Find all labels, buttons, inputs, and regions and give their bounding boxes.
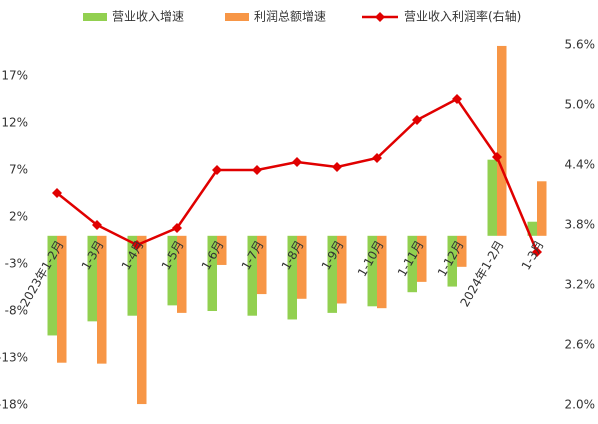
marker (52, 188, 62, 198)
bar (247, 235, 257, 316)
bar (297, 235, 307, 299)
y-tick-label: -8% (5, 304, 28, 318)
marker (412, 115, 422, 125)
bar (327, 235, 337, 313)
legend-swatch (225, 13, 249, 21)
bar (497, 45, 507, 236)
bar (137, 235, 147, 405)
bar (47, 235, 57, 336)
line (56, 97, 539, 253)
bar (257, 235, 267, 295)
bar (487, 159, 497, 236)
y2-tick-label: 4.4% (565, 158, 596, 172)
legend-label: 营业收入增速 (112, 10, 184, 24)
bar (367, 235, 377, 307)
bar (57, 235, 67, 363)
bar (417, 235, 427, 282)
marker (452, 94, 462, 104)
marker (172, 223, 182, 233)
bar (177, 235, 187, 313)
y2-tick-label: 2.0% (565, 398, 596, 412)
marker (292, 157, 302, 167)
y2-tick-label: 3.8% (565, 218, 596, 232)
y2-tick-label: 3.2% (565, 278, 596, 292)
bar (457, 235, 467, 267)
legend-marker (375, 12, 385, 22)
bar (447, 235, 457, 287)
y2-tick-label: 2.6% (565, 338, 596, 352)
y-tick-label: -3% (5, 257, 28, 271)
legend-label: 营业收入利润率(右轴) (404, 9, 521, 24)
bar (287, 235, 297, 320)
legend-label: 利润总额增速 (254, 10, 326, 24)
bar (127, 235, 137, 316)
bar (217, 235, 227, 265)
bar (87, 235, 97, 322)
y2-tick-label: 5.6% (565, 38, 596, 52)
marker (332, 162, 342, 172)
bar (337, 235, 347, 304)
marker (532, 247, 542, 257)
marker (252, 165, 262, 175)
bar (97, 235, 107, 364)
bar (377, 235, 387, 309)
bar (167, 235, 177, 306)
y-tick-label: 12% (1, 116, 28, 130)
marker (132, 240, 142, 250)
marker (492, 152, 502, 162)
y-tick-label: -18% (0, 398, 28, 412)
x-tick-label: 1-3月 (519, 238, 547, 272)
y2-tick-label: 5.0% (565, 98, 596, 112)
bar (537, 181, 547, 236)
y-tick-label: -13% (0, 351, 28, 365)
y-tick-label: 2% (9, 210, 28, 224)
marker (212, 165, 222, 175)
bar (527, 221, 537, 236)
y-tick-label: 7% (9, 163, 28, 177)
y-tick-label: 17% (1, 69, 28, 83)
bar (407, 235, 417, 293)
bar (207, 235, 217, 312)
legend-swatch (83, 13, 107, 21)
marker (92, 220, 102, 230)
marker (372, 153, 382, 163)
